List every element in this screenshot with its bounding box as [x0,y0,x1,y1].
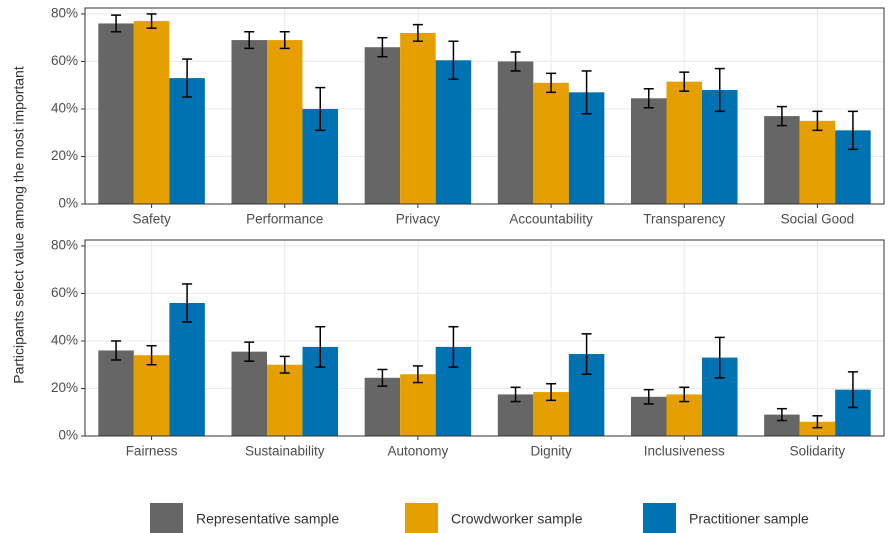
error-bar [111,340,122,361]
legend-label: Crowdworker sample [451,511,583,527]
error-bar [546,382,557,402]
error-bar [244,341,255,362]
y-tick-label: 0% [58,428,78,443]
x-tick-label: Privacy [396,212,441,227]
x-tick-label: Transparency [643,212,725,227]
bar [133,355,170,436]
error-bar [776,105,787,127]
bar [630,98,667,204]
error-bar [315,325,326,368]
y-tick-label: 60% [51,53,78,68]
x-tick-label: Performance [246,212,323,227]
bar [799,120,836,204]
bar [231,351,267,436]
bar [364,47,401,205]
bar [400,32,436,205]
bar [266,40,303,205]
legend-swatch [405,503,438,533]
y-tick-label: 60% [51,285,78,300]
bar [231,40,267,205]
error-bar [581,333,592,375]
error-bar [377,36,388,58]
x-tick-label: Solidarity [790,444,846,459]
x-tick-label: Accountability [509,212,593,227]
error-bar [679,386,690,403]
error-bar [643,388,654,405]
legend-label: Representative sample [196,511,339,527]
bar [364,377,401,436]
bar [533,82,569,204]
error-bar [679,71,690,92]
bar [764,116,800,204]
legend-swatch [643,503,676,533]
bar [98,350,134,436]
error-bar [776,407,787,422]
bar [266,364,303,436]
error-bar [244,31,255,50]
error-bar [279,355,290,374]
error-bar [448,40,459,81]
error-bar [448,325,459,368]
error-bar [146,344,157,366]
x-tick-label: Inclusiveness [644,444,725,459]
y-axis-label: Participants select value among the most… [11,66,27,384]
x-tick-label: Sustainability [245,444,325,459]
y-tick-label: 80% [51,238,78,253]
error-bar [377,368,388,387]
y-tick-label: 0% [58,196,78,211]
x-tick-label: Autonomy [388,444,449,459]
bar [98,23,134,204]
error-bar [182,58,193,98]
bar [435,60,472,205]
y-tick-label: 80% [51,6,78,21]
error-bar [847,371,858,409]
panel-border [84,7,885,205]
bar [169,78,205,204]
error-bar [315,86,326,132]
bar [799,421,836,436]
error-bar [714,336,725,379]
y-tick-label: 20% [51,148,78,163]
error-bar [510,51,521,72]
error-bar [279,31,290,50]
y-tick-label: 20% [51,380,78,395]
x-tick-label: Social Good [781,212,855,227]
x-tick-label: Dignity [530,444,572,459]
bar [133,21,170,204]
x-tick-label: Safety [132,212,171,227]
y-tick-label: 40% [51,333,78,348]
error-bar [412,23,423,43]
error-bar [111,14,122,33]
error-bar [412,365,423,384]
error-bar [581,70,592,115]
error-bar [714,67,725,113]
error-bar [847,110,858,151]
legend-swatch [150,503,183,533]
error-bar [546,72,557,94]
bar [169,302,205,436]
error-bar [182,283,193,323]
legend-label: Practitioner sample [689,511,809,527]
bar [666,81,703,204]
bar [497,61,534,204]
x-tick-label: Fairness [126,444,178,459]
error-bar [146,13,157,29]
y-tick-label: 40% [51,101,78,116]
error-bar [812,415,823,429]
bar [400,374,436,436]
error-bar [510,386,521,403]
bar [764,414,800,436]
error-bar [812,110,823,132]
error-bar [643,88,654,109]
panel-border [84,239,885,437]
